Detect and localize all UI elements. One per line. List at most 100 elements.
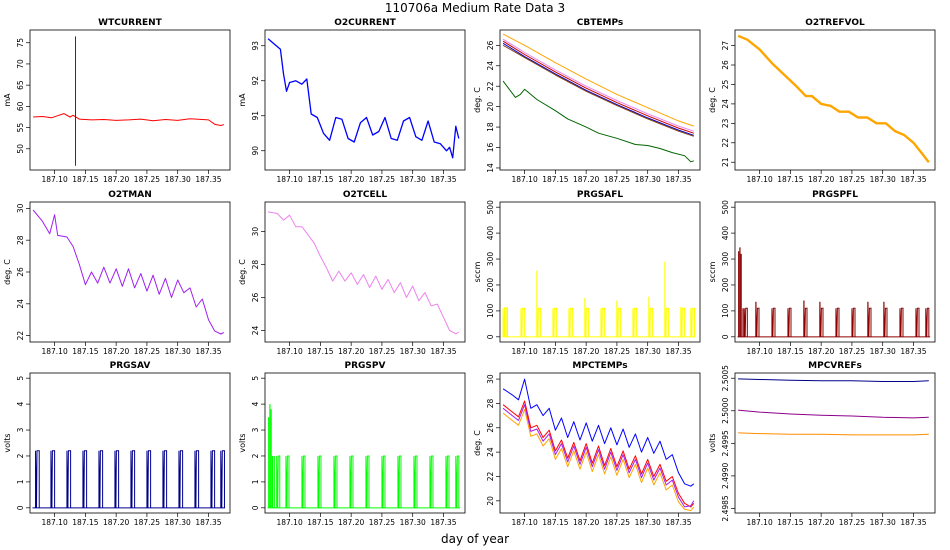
plot-area xyxy=(737,247,931,338)
x-tick-label: 187.20 xyxy=(338,347,364,356)
x-tick-label: 187.25 xyxy=(134,347,160,356)
x-tick-label: 187.35 xyxy=(665,518,691,527)
y-tick-label: 14 xyxy=(486,163,495,173)
plot-frame xyxy=(29,29,231,171)
y-tick-label: 22 xyxy=(16,331,25,341)
panel-title: PRGSAV xyxy=(110,361,151,371)
series-o2trefvol xyxy=(737,34,930,163)
y-tick-label: 28 xyxy=(16,235,25,245)
panel-title: WTCURRENT xyxy=(98,18,163,28)
y-tick-label: 27 xyxy=(721,41,730,51)
x-tick-label: 187.30 xyxy=(635,518,661,527)
y-tick-label: 25 xyxy=(721,79,730,89)
plot-frame xyxy=(499,29,701,171)
y-tick-label: 500 xyxy=(721,200,730,215)
series-red xyxy=(502,40,694,134)
y-tick-label: 75 xyxy=(16,38,25,48)
plot-frame xyxy=(499,201,701,343)
x-tick-label: 187.20 xyxy=(103,518,129,527)
x-tick-label: 187.25 xyxy=(369,347,395,356)
panel-o2trefvol: O2TREFVOL 187.10 187.15 187.20 187.25 187.30 1… xyxy=(708,18,936,184)
x-tick-label: 187.25 xyxy=(839,518,865,527)
y-tick-label: 60 xyxy=(16,101,25,111)
plot-frame xyxy=(264,201,466,343)
y-tick-label: 200 xyxy=(721,278,730,293)
x-tick-label: 187.20 xyxy=(573,175,599,184)
x-tick-label: 187.15 xyxy=(307,518,333,527)
plot-frame xyxy=(29,372,231,514)
y-tick-label: 20 xyxy=(486,496,495,506)
y-tick-label: 30 xyxy=(16,203,25,213)
plot-area xyxy=(267,404,461,509)
plot-area xyxy=(267,38,460,159)
series-o2tman xyxy=(32,209,225,335)
y-tick-label: 22 xyxy=(486,81,495,91)
y-tick-label: 21 xyxy=(721,157,730,167)
x-tick-label: 187.30 xyxy=(400,518,426,527)
x-tick-label: 187.35 xyxy=(900,175,926,184)
x-tick-label: 187.20 xyxy=(338,175,364,184)
x-tick-label: 187.10 xyxy=(511,175,537,184)
y-tick-label: 26 xyxy=(486,423,495,433)
x-axis-label: day of year xyxy=(441,532,509,546)
plot-area xyxy=(32,209,225,335)
y-tick-label: 23 xyxy=(721,118,730,128)
y-tick-label: 4 xyxy=(251,402,260,407)
series-red xyxy=(502,400,695,508)
y-tick-label: 16 xyxy=(486,143,495,153)
x-tick-label: 187.30 xyxy=(165,347,191,356)
x-tick-label: 187.20 xyxy=(103,347,129,356)
x-tick-label: 187.10 xyxy=(746,175,772,184)
y-tick-label: 26 xyxy=(486,40,495,50)
x-tick-label: 187.10 xyxy=(276,175,302,184)
series-prgspfl-pulses xyxy=(743,307,930,337)
panel-prgsav: PRGSAV 187.10 187.15 187.20 187.25 187.30 187.… xyxy=(3,361,231,527)
x-tick-label: 187.20 xyxy=(573,518,599,527)
series-brown xyxy=(502,44,694,137)
x-tick-label: 187.20 xyxy=(573,347,599,356)
x-tick-label: 187.35 xyxy=(665,347,691,356)
y-tick-label: 400 xyxy=(486,226,495,241)
y-tick-label: 65 xyxy=(16,80,25,90)
x-tick-label: 187.10 xyxy=(511,518,537,527)
y-tick-label: 0 xyxy=(721,334,730,339)
x-tick-label: 187.35 xyxy=(900,347,926,356)
x-tick-label: 187.35 xyxy=(430,518,456,527)
series-blue xyxy=(738,378,929,382)
y-tick-label: 30 xyxy=(486,374,495,384)
x-tick-label: 187.20 xyxy=(808,347,834,356)
plot-area xyxy=(32,450,226,509)
y-axis-label: deg. C xyxy=(238,259,247,285)
y-axis-label: mA xyxy=(238,93,247,107)
series-violet xyxy=(502,38,694,132)
y-tick-label: 24 xyxy=(721,99,730,109)
x-tick-label: 187.25 xyxy=(369,518,395,527)
x-tick-label: 187.15 xyxy=(777,175,803,184)
y-tick-label: 2.4985 xyxy=(721,495,730,521)
y-tick-label: 1 xyxy=(16,479,25,484)
series-prgsafl-pulses xyxy=(502,307,695,337)
plot-frame xyxy=(734,201,936,343)
y-tick-label: 100 xyxy=(486,304,495,319)
panel-o2tman: O2TMAN 187.10 187.15 187.20 187.25 187.30 187.… xyxy=(3,190,231,356)
plot-area xyxy=(33,36,224,166)
x-tick-label: 187.15 xyxy=(542,175,568,184)
plot-area xyxy=(502,33,694,163)
x-tick-label: 187.10 xyxy=(511,347,537,356)
x-tick-label: 187.30 xyxy=(165,175,191,184)
panel-title: PRGSPFL xyxy=(812,190,858,200)
x-tick-label: 187.10 xyxy=(276,518,302,527)
x-tick-label: 187.15 xyxy=(72,347,98,356)
x-tick-label: 187.15 xyxy=(542,518,568,527)
x-tick-label: 187.20 xyxy=(808,518,834,527)
series-orange xyxy=(502,33,694,127)
x-tick-label: 187.30 xyxy=(870,175,896,184)
x-tick-label: 187.10 xyxy=(746,347,772,356)
series-o2current xyxy=(267,38,460,159)
y-tick-label: 2.4990 xyxy=(721,463,730,489)
series-green xyxy=(502,80,694,163)
x-tick-label: 187.25 xyxy=(134,175,160,184)
plot-area xyxy=(738,378,929,436)
y-tick-label: 2.4995 xyxy=(721,430,730,456)
y-tick-label: 100 xyxy=(721,304,730,319)
